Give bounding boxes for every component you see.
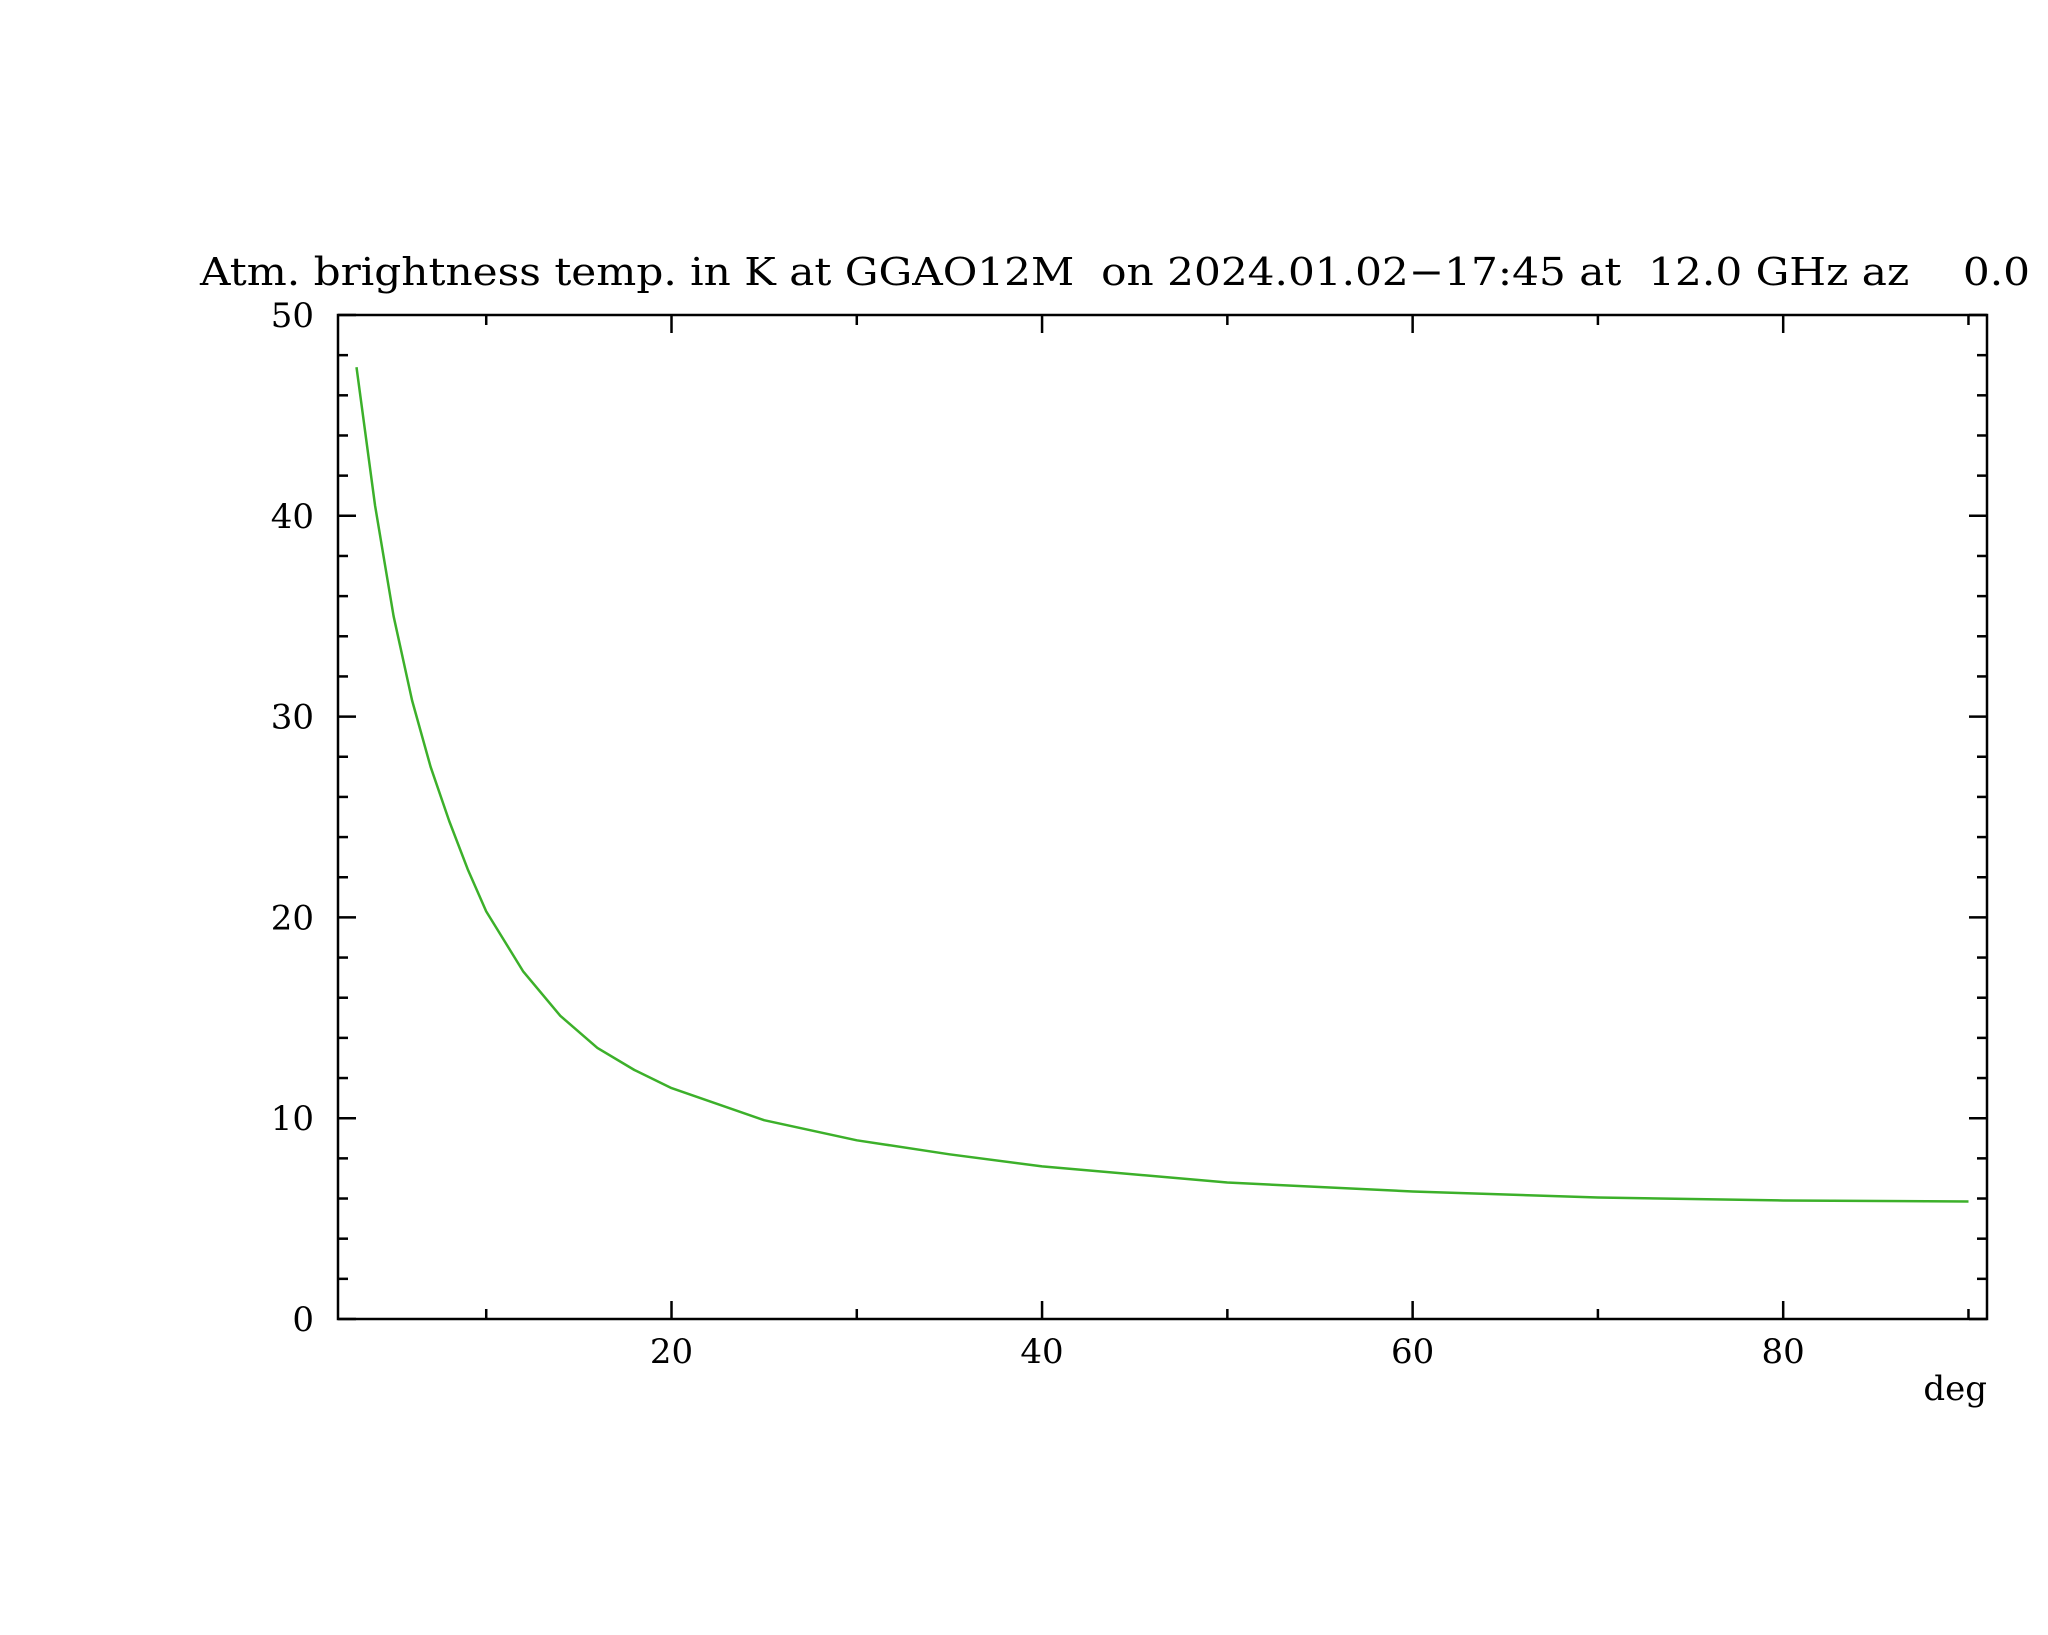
plot-frame [336, 313, 1989, 1321]
y-tick-label: 10 [271, 1099, 314, 1139]
x-tick-label: 20 [650, 1332, 693, 1372]
y-tick-label: 0 [292, 1300, 314, 1340]
x-tick-label: 80 [1762, 1332, 1805, 1372]
chart-title: Atm. brightness temp. in K at GGAO12M on… [199, 250, 2030, 294]
y-tick-label: 50 [271, 296, 314, 336]
y-tick-label: 40 [271, 497, 314, 537]
y-tick-label: 20 [271, 898, 314, 938]
x-axis-label: deg [1923, 1369, 1987, 1409]
x-tick-label: 40 [1020, 1332, 1063, 1372]
data-line [355, 367, 1969, 1203]
x-tick-label: 60 [1391, 1332, 1434, 1372]
y-tick-label: 30 [271, 698, 314, 738]
